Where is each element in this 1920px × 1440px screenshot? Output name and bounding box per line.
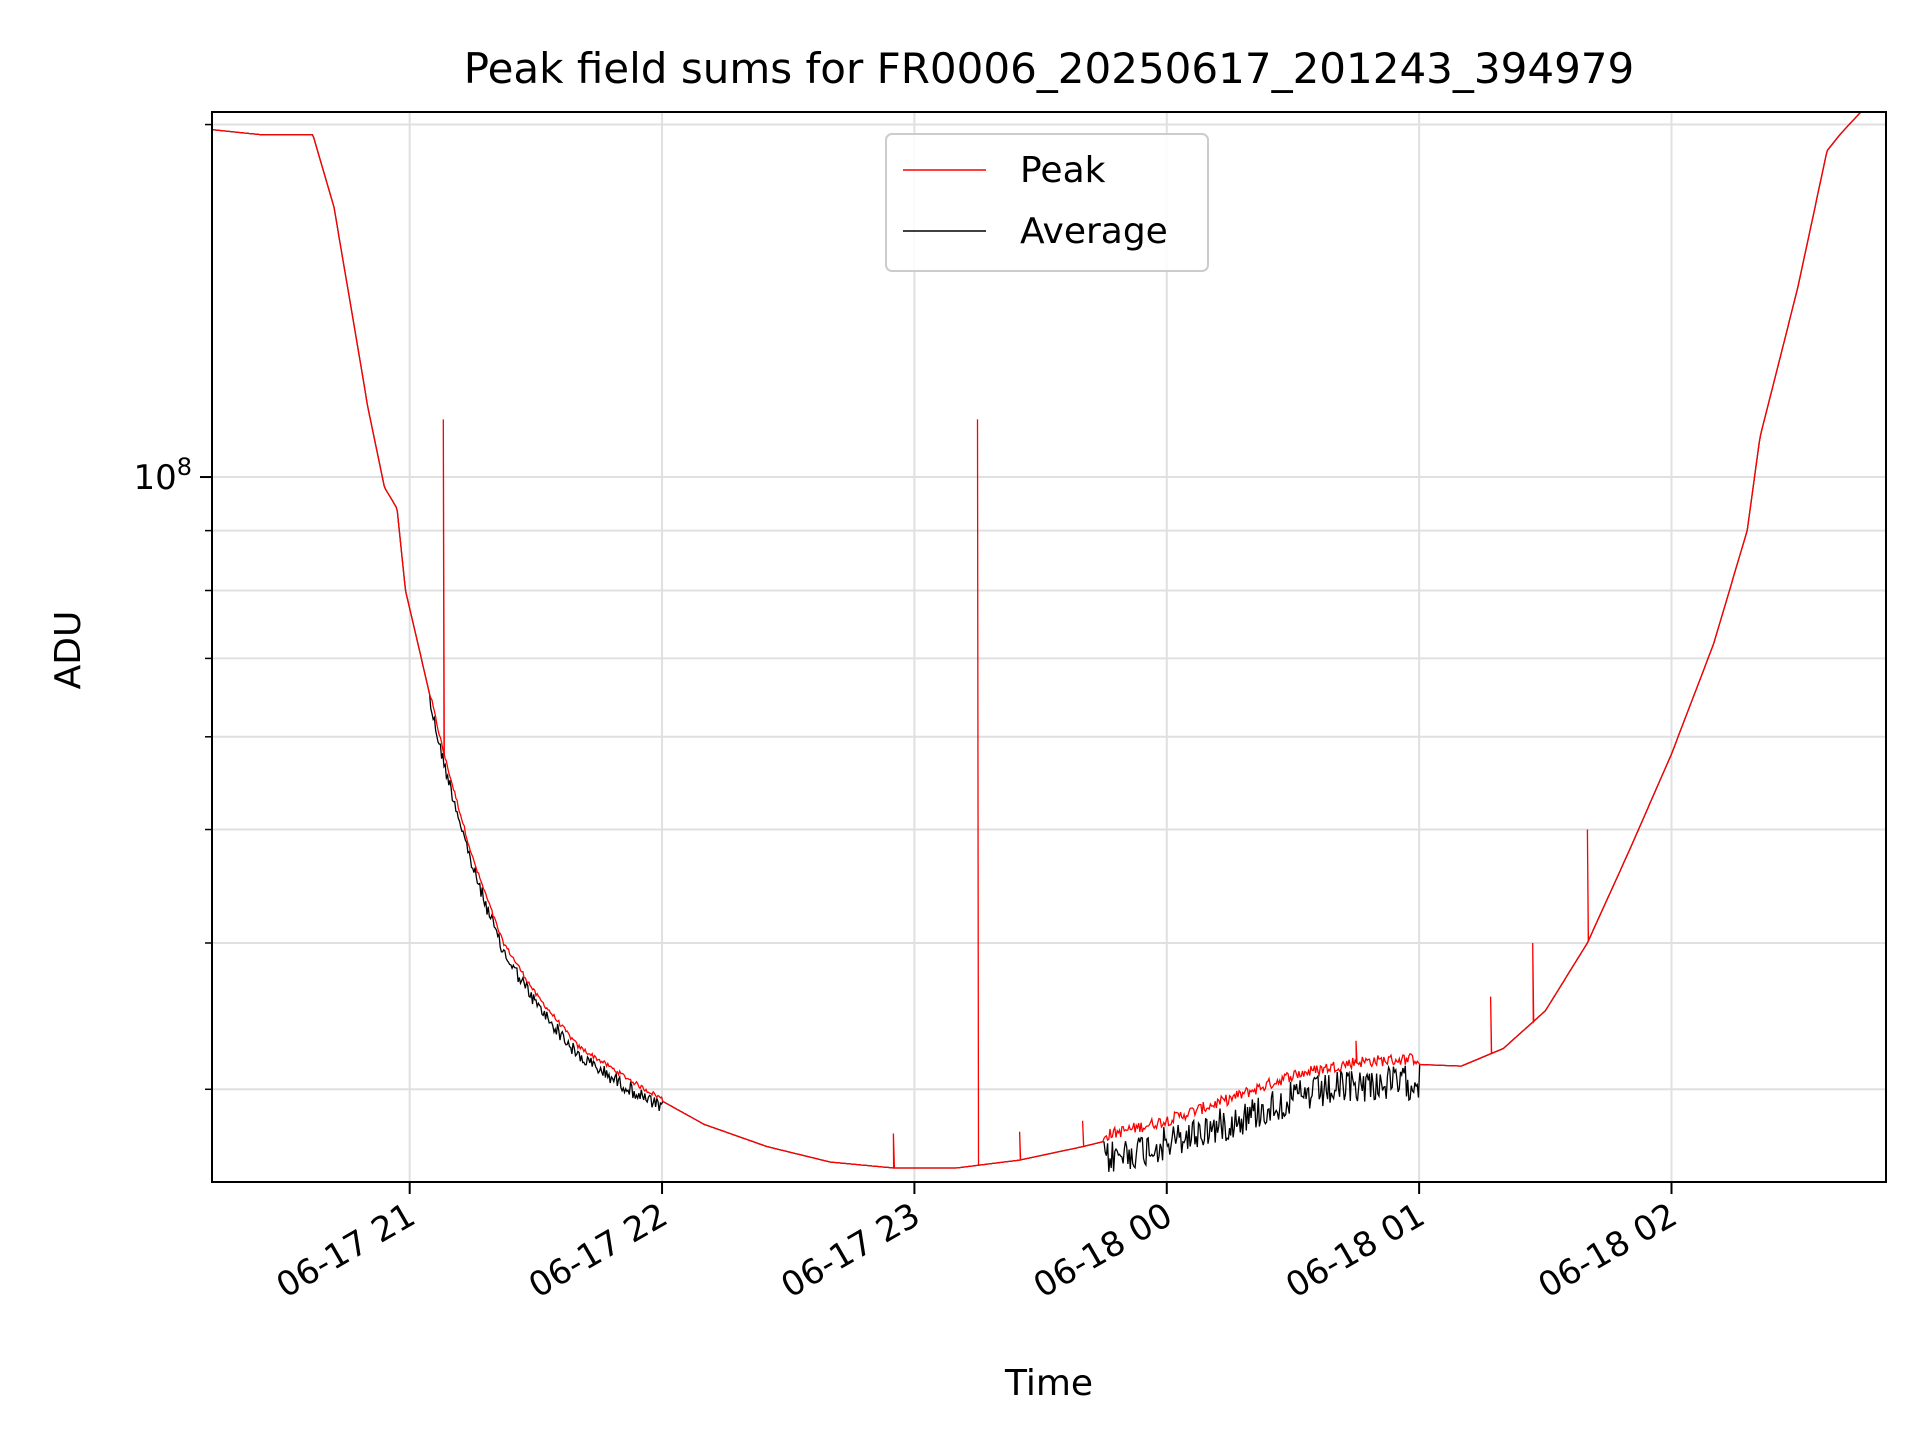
y-axis-label: ADU	[48, 611, 89, 690]
legend: Peak Average	[885, 133, 1209, 272]
series-line-peak	[212, 112, 1886, 1169]
x-tick-label: 06-17 21	[270, 1195, 422, 1306]
legend-box	[885, 133, 1209, 272]
x-tick-label: 06-17 22	[522, 1195, 674, 1306]
legend-label-peak: Peak	[1020, 150, 1106, 191]
x-tick-label: 06-17 23	[775, 1195, 927, 1306]
y-tick-label: 108	[133, 453, 192, 498]
x-tick-label: 06-18 02	[1532, 1195, 1684, 1306]
x-axis-label: Time	[1004, 1363, 1093, 1404]
legend-label-average: Average	[1020, 211, 1168, 252]
axis-ticks	[200, 123, 1673, 1194]
x-tick-label: 06-18 01	[1279, 1195, 1431, 1306]
chart-title: Peak field sums for FR0006_20250617_2012…	[464, 44, 1634, 93]
x-tick-labels: 06-17 21 06-17 22 06-17 23 06-18 00 06-18 01…	[270, 1195, 1684, 1306]
y-tick-labels: 108	[133, 453, 192, 498]
grid-lines	[212, 112, 1886, 1182]
x-tick-label: 06-18 00	[1027, 1195, 1179, 1306]
plot-frame	[211, 111, 1887, 1183]
